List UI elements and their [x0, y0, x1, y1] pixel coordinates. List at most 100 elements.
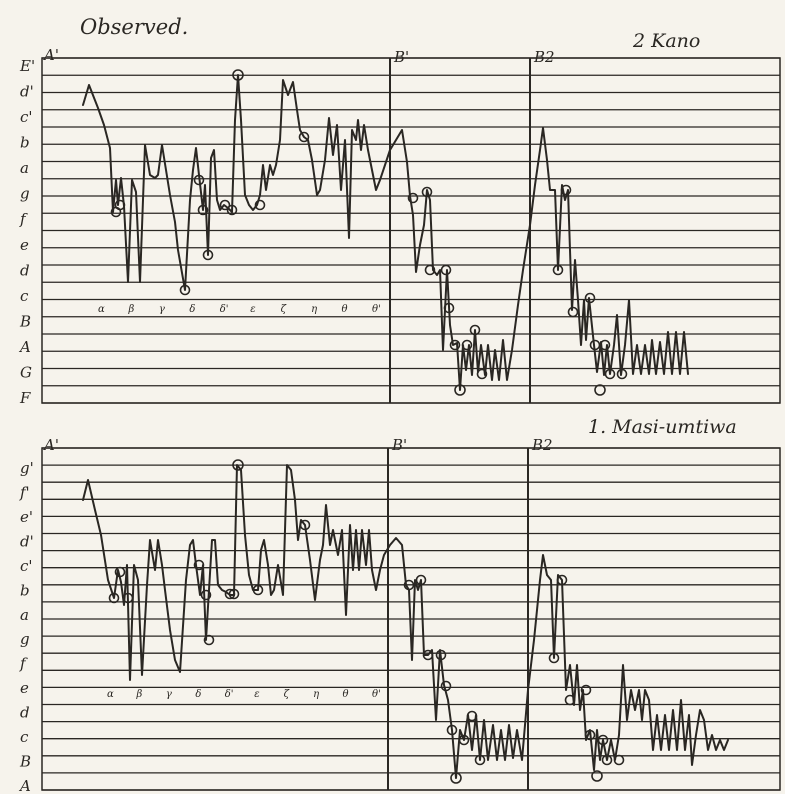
kano-pitch-label: e — [20, 236, 29, 254]
kano-pitch-label: d' — [20, 83, 34, 101]
kano-motif-letter: β — [127, 304, 134, 315]
kano-note-circle — [584, 292, 596, 304]
kano-pitch-label: G — [20, 363, 32, 381]
kano-note-circle — [449, 339, 461, 351]
masi-umtiwa-note-circle — [299, 519, 311, 531]
kano-note-circle — [407, 192, 419, 204]
masi-umtiwa-caption: 1. Masi-umtiwa — [588, 416, 737, 438]
kano-note-circle — [232, 69, 244, 81]
masi-umtiwa-motif-letter: η — [313, 689, 319, 700]
masi-umtiwa-note-circle — [122, 592, 134, 604]
kano-caption: 2 Kano — [632, 30, 700, 52]
masi-umtiwa-pitch-label: f' — [19, 483, 30, 501]
kano-motif-letter: ζ — [281, 304, 287, 315]
masi-umtiwa-note-circle — [564, 694, 576, 706]
masi-umtiwa-note-circle — [450, 772, 462, 784]
masi-umtiwa-note-circle — [203, 634, 215, 646]
kano-pitch-label: A — [18, 338, 31, 356]
kano-note-circle — [226, 204, 238, 216]
kano-staff-lines — [42, 57, 780, 404]
masi-umtiwa-panel-frame — [41, 447, 781, 791]
kano-motif-letter: α — [98, 304, 105, 315]
kano-section-a1: A' — [42, 46, 59, 64]
masi-umtiwa-note-circle — [415, 574, 427, 586]
kano-note-circle — [219, 199, 231, 211]
masi-umtiwa-note-circle — [224, 588, 236, 600]
kano-note-circle — [298, 131, 310, 143]
kano-note-circle — [476, 368, 488, 380]
kano-pitch-label: B — [19, 312, 31, 330]
masi-umtiwa-note-circle — [466, 710, 478, 722]
masi-umtiwa-pitch-label: b — [20, 581, 30, 599]
kano-pitch-label: b — [20, 134, 30, 152]
kano-motif-letter: η — [311, 304, 317, 315]
kano-note-circle — [567, 306, 579, 318]
kano-note-circle — [197, 204, 209, 216]
kano-note-circle — [440, 264, 452, 276]
masi-umtiwa-pitch-label: c — [20, 728, 29, 746]
kano-note-circle — [193, 174, 205, 186]
masi-umtiwa-pitch-label: g — [20, 630, 30, 648]
kano-motif-letter: δ' — [220, 304, 229, 315]
masi-umtiwa-motif-letters: α β γ δ δ' ε ζ η θ θ' — [107, 689, 381, 700]
masi-umtiwa-note-circle — [403, 579, 415, 591]
masi-umtiwa-pitch-label: f — [19, 655, 28, 673]
kano-melody-line — [82, 74, 689, 391]
masi-umtiwa-motif-letter: ζ — [284, 689, 290, 700]
kano-panel-frame — [41, 57, 781, 404]
masi-umtiwa-note-circle — [458, 734, 470, 746]
masi-umtiwa-note-circle — [252, 584, 264, 596]
masi-umtiwa-section-b1: B' — [391, 436, 407, 454]
kano-note-circle — [461, 339, 473, 351]
kano-note-circle — [443, 302, 455, 314]
kano-motif-letter: θ' — [372, 304, 381, 315]
kano-motif-letter: ε — [250, 304, 255, 315]
masi-umtiwa-note-circle — [580, 684, 592, 696]
masi-umtiwa-note-circle — [597, 734, 609, 746]
masi-umtiwa-motif-letter: θ' — [372, 689, 381, 700]
masi-umtiwa-pitch-label: d — [20, 704, 30, 722]
kano-pitch-label: d — [20, 261, 30, 279]
kano-note-circle — [421, 186, 433, 198]
kano-pitch-label: c — [20, 287, 29, 305]
kano-pitch-label: F — [19, 389, 31, 407]
kano-pitch-label: g — [20, 185, 30, 203]
kano-note-circle — [179, 284, 191, 296]
kano-motif-letter: δ — [189, 304, 195, 315]
kano-note-circle — [202, 249, 214, 261]
masi-umtiwa-pitch-label: d' — [20, 532, 34, 550]
kano-pitch-label: f — [19, 210, 28, 228]
masi-umtiwa-motif-letter: ε — [254, 689, 259, 700]
masi-umtiwa-pitch-label: a — [20, 606, 29, 624]
kano-note-circle — [454, 384, 466, 396]
masi-umtiwa-motif-letter: α — [107, 689, 114, 700]
masi-umtiwa-note-circle — [548, 652, 560, 664]
kano-note-circle — [424, 264, 436, 276]
masi-umtiwa-note-circles — [108, 459, 625, 784]
masi-umtiwa-note-circle — [200, 589, 212, 601]
masi-umtiwa-motif-letter: δ' — [225, 689, 234, 700]
kano-note-circle — [604, 368, 616, 380]
masi-umtiwa-melody-line — [82, 464, 729, 779]
masi-umtiwa-note-circle — [435, 649, 447, 661]
kano-motif-letter: γ — [159, 304, 165, 315]
masi-umtiwa-note-circle — [591, 770, 603, 782]
kano-note-circle — [594, 384, 606, 396]
masi-umtiwa-pitch-label: c' — [20, 557, 33, 575]
masi-umtiwa-panel: 1. Masi-umtiwa A' B' B2 g' f' e' d' c' bagfed… — [18, 416, 781, 794]
masi-umtiwa-pitch-label: e' — [20, 508, 33, 526]
kano-note-circle — [469, 324, 481, 336]
masi-umtiwa-note-circle — [228, 588, 240, 600]
kano-pitch-label: a — [20, 159, 29, 177]
masi-umtiwa-note-circle — [474, 754, 486, 766]
masi-umtiwa-note-circle — [613, 754, 625, 766]
kano-note-circle — [254, 199, 266, 211]
masi-umtiwa-note-circle — [114, 566, 126, 578]
masi-umtiwa-note-circle — [422, 649, 434, 661]
masi-umtiwa-section-a1: A' — [42, 436, 59, 454]
kano-note-circle — [560, 184, 572, 196]
masi-umtiwa-pitch-label: g' — [20, 459, 34, 477]
